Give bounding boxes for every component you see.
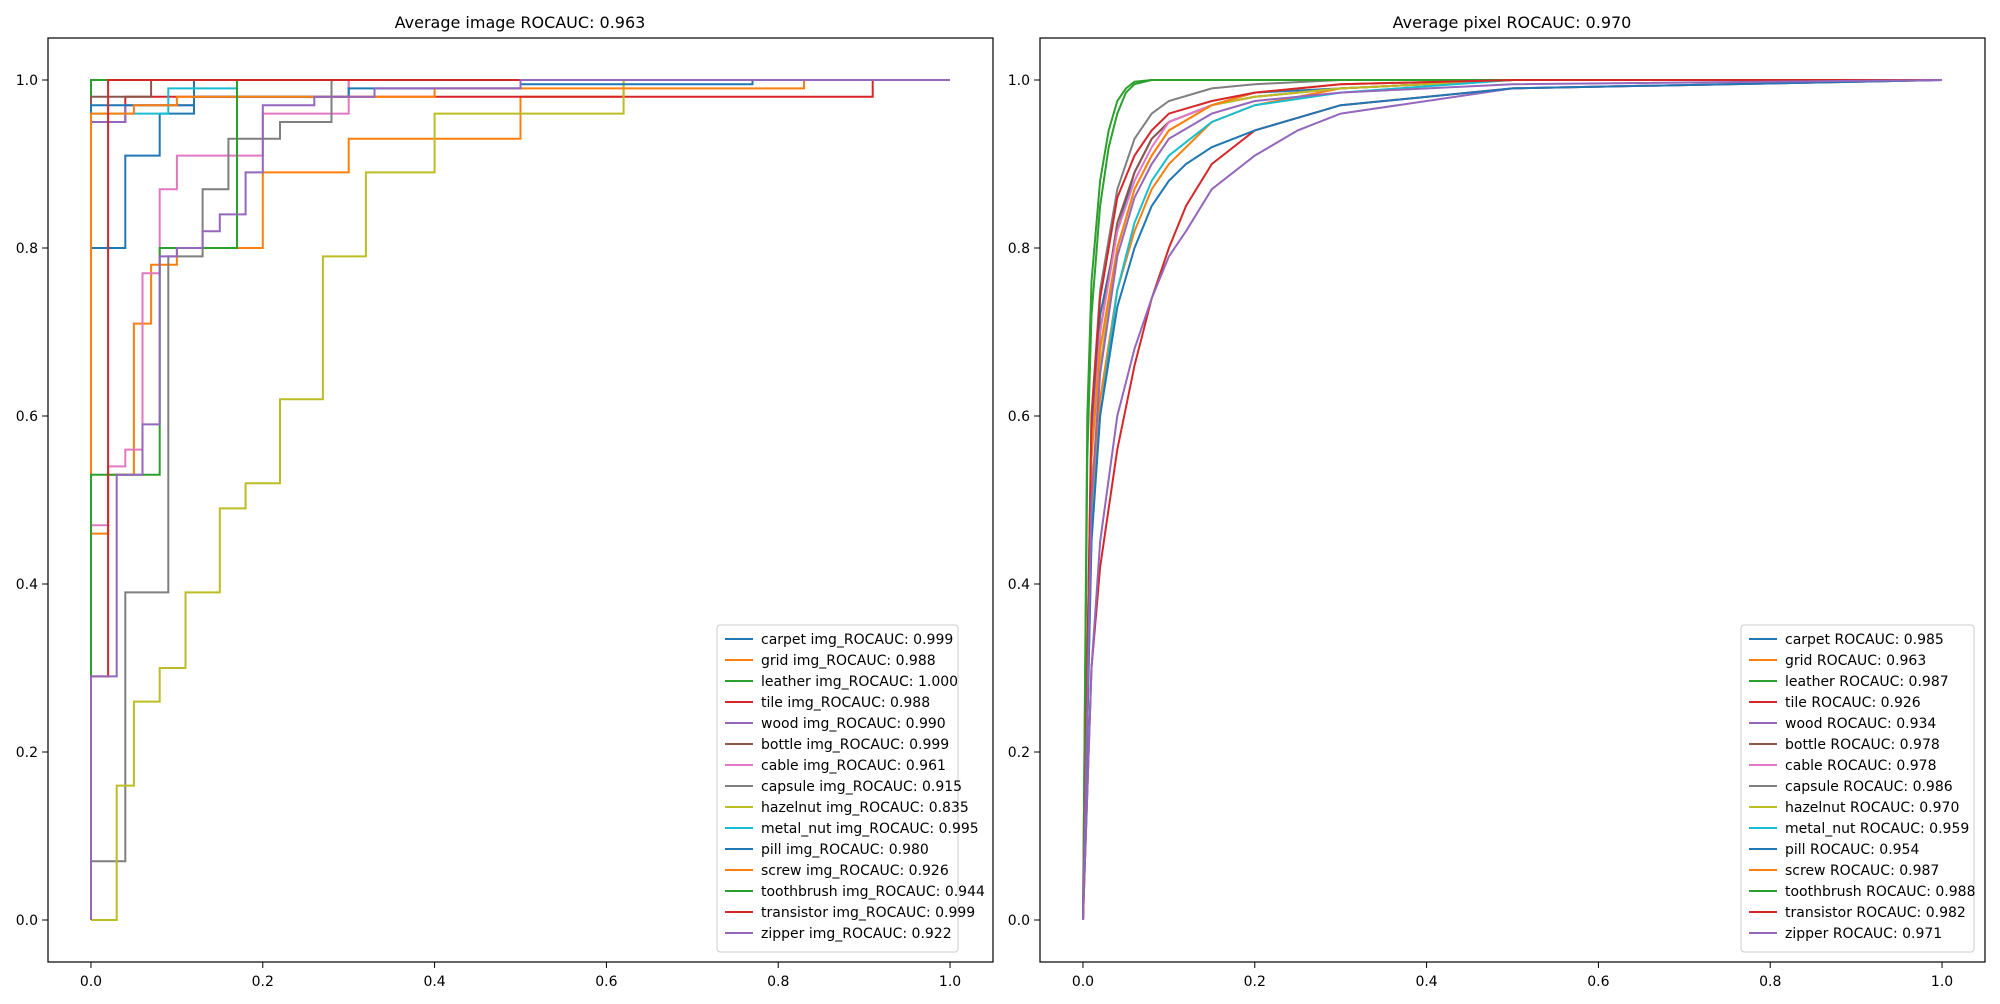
legend-label: tile img_ROCAUC: 0.988 <box>761 695 930 711</box>
legend-label: carpet ROCAUC: 0.985 <box>1785 632 1944 648</box>
legend-label: zipper img_ROCAUC: 0.922 <box>761 926 952 942</box>
x-tick-label: 0.6 <box>595 974 617 990</box>
legend-label: cable ROCAUC: 0.978 <box>1785 758 1936 774</box>
legend-label: zipper ROCAUC: 0.971 <box>1785 926 1942 942</box>
right-chart-title: Average pixel ROCAUC: 0.970 <box>1393 13 1632 32</box>
x-tick-label: 0.2 <box>1244 974 1266 990</box>
series-line-capsule <box>90 79 950 920</box>
legend-label: screw img_ROCAUC: 0.926 <box>761 863 949 879</box>
y-tick-label: 0.0 <box>1008 913 1030 929</box>
legend-label: wood img_ROCAUC: 0.990 <box>761 716 946 732</box>
legend-label: transistor ROCAUC: 0.982 <box>1785 905 1966 921</box>
y-tick-label: 0.4 <box>1008 577 1030 593</box>
legend-label: wood ROCAUC: 0.934 <box>1785 716 1936 732</box>
series-line-zipper <box>90 79 950 920</box>
legend-label: metal_nut img_ROCAUC: 0.995 <box>761 821 979 837</box>
y-tick-label: 1.0 <box>1008 73 1030 89</box>
legend-label: leather ROCAUC: 0.987 <box>1785 674 1949 690</box>
legend-label: pill img_ROCAUC: 0.980 <box>761 842 929 858</box>
legend-label: toothbrush img_ROCAUC: 0.944 <box>761 884 985 900</box>
legend-label: grid img_ROCAUC: 0.988 <box>761 653 936 669</box>
legend-label: screw ROCAUC: 0.987 <box>1785 863 1939 879</box>
x-tick-label: 0.6 <box>1587 974 1609 990</box>
y-tick-label: 0.6 <box>1008 409 1030 425</box>
series-line-zipper <box>1082 79 1943 921</box>
legend: carpet ROCAUC: 0.985 grid ROCAUC: 0.963 le… <box>1740 624 1975 953</box>
legend-label: carpet img_ROCAUC: 0.999 <box>761 632 953 648</box>
legend-label: hazelnut ROCAUC: 0.970 <box>1785 800 1959 816</box>
x-tick-label: 1.0 <box>1931 974 1953 990</box>
legend-label: bottle ROCAUC: 0.978 <box>1785 737 1940 753</box>
pixel-roc-plot: 0.0 0.2 0.4 0.6 0.8 1.0 0.0 0.2 0.4 0.6 0.8 1.0 carp… <box>1008 37 1986 990</box>
y-tick-label: 0.0 <box>16 913 38 929</box>
series-line-transistor <box>1082 79 1942 921</box>
legend-label: pill ROCAUC: 0.954 <box>1785 842 1919 858</box>
image-roc-plot: 0.0 0.2 0.4 0.6 0.8 1.0 0.0 0.2 0.4 0.6 0.8 1.0 carp… <box>16 37 994 990</box>
series-line-pill <box>1082 79 1943 921</box>
legend-label: capsule img_ROCAUC: 0.915 <box>761 779 962 795</box>
series-line-toothbrush <box>1082 79 1942 921</box>
x-tick-label: 0.0 <box>1072 974 1094 990</box>
axes-frame <box>47 37 994 963</box>
y-tick-label: 0.8 <box>1008 241 1030 257</box>
y-tick-label: 1.0 <box>16 73 38 89</box>
y-tick-label: 0.8 <box>16 241 38 257</box>
legend-label: tile ROCAUC: 0.926 <box>1785 695 1921 711</box>
legend-box <box>1740 624 1975 953</box>
x-tick-label: 0.8 <box>1759 974 1781 990</box>
y-tick-label: 0.2 <box>1008 745 1030 761</box>
legend-label: capsule ROCAUC: 0.986 <box>1785 779 1953 795</box>
series-line-screw <box>90 79 950 920</box>
axes-frame <box>1039 37 1986 963</box>
legend-label: transistor img_ROCAUC: 0.999 <box>761 905 975 921</box>
left-chart-title: Average image ROCAUC: 0.963 <box>395 13 646 32</box>
y-tick-label: 0.2 <box>16 745 38 761</box>
x-tick-label: 0.8 <box>767 974 789 990</box>
legend-label: leather img_ROCAUC: 1.000 <box>761 674 958 690</box>
x-tick-label: 0.4 <box>423 974 445 990</box>
y-tick-label: 0.6 <box>16 409 38 425</box>
series-line-wood <box>1082 79 1943 921</box>
x-tick-label: 0.0 <box>80 974 102 990</box>
x-tick-label: 0.2 <box>252 974 274 990</box>
legend-label: bottle img_ROCAUC: 0.999 <box>761 737 949 753</box>
legend-label: grid ROCAUC: 0.963 <box>1785 653 1926 669</box>
y-tick-label: 0.4 <box>16 577 38 593</box>
x-tick-label: 0.4 <box>1415 974 1437 990</box>
legend-label: metal_nut ROCAUC: 0.959 <box>1785 821 1969 837</box>
legend: carpet img_ROCAUC: 0.999 grid img_ROCAUC:… <box>716 624 985 953</box>
legend-label: toothbrush ROCAUC: 0.988 <box>1785 884 1975 900</box>
legend-label: hazelnut img_ROCAUC: 0.835 <box>761 800 969 816</box>
legend-box <box>716 624 959 953</box>
series-line-hazelnut <box>91 79 950 921</box>
legend-label: cable img_ROCAUC: 0.961 <box>761 758 946 774</box>
series-line-carpet <box>90 79 950 920</box>
x-tick-label: 1.0 <box>939 974 961 990</box>
